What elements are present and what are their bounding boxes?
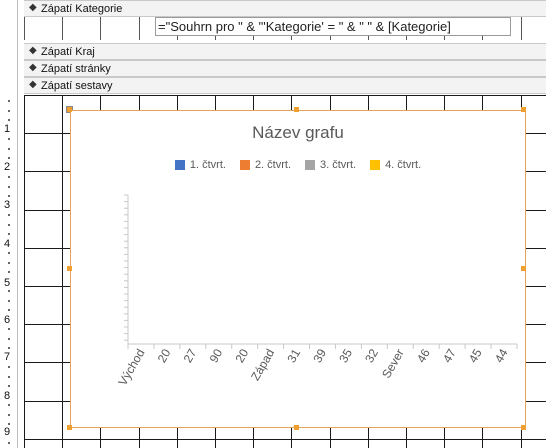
legend-swatch [239, 160, 250, 170]
ruler-number: 1 [4, 123, 11, 135]
category-label: 47 [440, 346, 459, 365]
ruler-tick [8, 195, 10, 197]
category-label: 35 [336, 346, 355, 365]
ruler-number: 4 [4, 238, 11, 250]
grid-line [24, 439, 546, 440]
ruler-tick [8, 385, 10, 387]
ruler-number: 7 [4, 351, 11, 363]
ruler-tick [8, 309, 10, 311]
section-label: Zápatí Kategorie [41, 3, 123, 15]
ruler-number: 3 [4, 199, 11, 211]
section-label: Zápatí sestavy [41, 80, 113, 92]
ruler-tick [8, 337, 10, 340]
grid-line [24, 95, 25, 448]
ruler-tick [8, 176, 10, 178]
ruler-tick [8, 271, 10, 273]
chart-title: Název grafu [252, 123, 344, 142]
ruler-number: 8 [4, 390, 11, 402]
legend-item: 3. čtvrt. [305, 159, 356, 171]
grid-line [24, 95, 546, 96]
ruler-tick [8, 413, 10, 416]
section-label: Zápatí Kraj [41, 46, 95, 58]
chart-legend: 1. čtvrt. 2. čtvrt. 3. čtvrt. 4. čtvrt. [71, 159, 525, 171]
ruler-tick [8, 290, 10, 292]
expression-textbox[interactable]: ="Souhrn pro " & "'Kategorie' = " & " " … [155, 17, 511, 36]
legend-item: 2. čtvrt. [239, 159, 291, 171]
resize-handle[interactable] [67, 107, 72, 112]
ruler-number: 6 [4, 314, 11, 326]
legend-swatch [174, 160, 185, 170]
grid-line [139, 17, 140, 40]
category-label: 44 [492, 346, 511, 365]
legend-swatch [370, 160, 381, 170]
ruler-tick [8, 404, 10, 406]
resize-handle[interactable] [521, 266, 526, 271]
legend-label: 4. čtvrt. [385, 159, 422, 171]
category-label: 32 [362, 346, 381, 365]
grid-line [62, 95, 63, 448]
legend-label: 3. čtvrt. [320, 159, 357, 171]
ruler-tick [8, 214, 10, 216]
ruler-tick [8, 252, 10, 254]
category-label: 45 [466, 346, 485, 365]
ruler-tick [8, 109, 10, 112]
grid-line [100, 17, 101, 40]
ruler-tick [8, 299, 10, 302]
chart-control[interactable]: Název grafu 1. čtvrt. 2. čtvrt. 3. čtvrt. 4… [70, 110, 526, 428]
section-collapse-arrow-icon[interactable]: ◆ [29, 79, 37, 90]
grid-line [521, 17, 522, 40]
grid-line [24, 17, 25, 40]
category-label: 39 [310, 346, 329, 365]
category-label: Východ [115, 347, 147, 389]
ruler-tick [8, 233, 10, 235]
grid-line [62, 17, 63, 40]
vertical-ruler: 1 2 3 4 5 6 7 8 9 [0, 0, 18, 448]
ruler-tick [8, 375, 10, 378]
category-label: Západ [248, 347, 277, 383]
resize-handle[interactable] [521, 107, 526, 112]
ruler-number: 2 [4, 161, 11, 173]
category-label: 20 [232, 346, 251, 365]
ruler-tick [8, 366, 10, 368]
category-label: 90 [207, 346, 226, 365]
category-label: 46 [414, 346, 433, 365]
ruler-number: 5 [4, 277, 11, 289]
category-label: 31 [284, 346, 303, 365]
resize-handle[interactable] [67, 425, 72, 430]
legend-item: 1. čtvrt. [174, 159, 226, 171]
resize-handle[interactable] [294, 107, 299, 112]
ruler-tick [8, 261, 10, 264]
section-report-footer[interactable]: ◆ Zápatí sestavy [24, 77, 546, 94]
section-region-footer[interactable]: ◆ Zápatí Kraj [24, 43, 546, 60]
ruler-tick [8, 423, 10, 425]
section-category-footer[interactable]: ◆ Zápatí Kategorie [24, 0, 546, 17]
section-collapse-arrow-icon[interactable]: ◆ [29, 2, 37, 13]
ruler-tick [8, 100, 10, 102]
category-label: 27 [181, 346, 200, 365]
resize-handle[interactable] [294, 425, 299, 430]
ruler-tick [8, 223, 10, 226]
ruler-tick [8, 347, 10, 349]
resize-handle[interactable] [67, 266, 72, 271]
ruler-number: 9 [4, 426, 11, 438]
legend-swatch [305, 160, 315, 170]
ruler-tick [8, 119, 10, 121]
section-page-footer[interactable]: ◆ Zápatí stránky [24, 60, 546, 77]
section-label: Zápatí stránky [41, 63, 111, 75]
ruler-tick [8, 138, 10, 140]
ruler-tick [8, 157, 10, 159]
ruler-tick [8, 442, 10, 444]
section-collapse-arrow-icon[interactable]: ◆ [29, 45, 37, 56]
section-collapse-arrow-icon[interactable]: ◆ [29, 62, 37, 73]
legend-label: 2. čtvrt. [254, 159, 291, 171]
category-label: Sever [379, 347, 407, 381]
legend-label: 1. čtvrt. [189, 159, 226, 171]
ruler-tick [8, 147, 10, 150]
legend-item: 4. čtvrt. [370, 159, 421, 171]
resize-handle[interactable] [521, 425, 526, 430]
ruler-tick [8, 185, 10, 188]
ruler-tick [8, 328, 10, 330]
category-label: 20 [155, 346, 174, 365]
